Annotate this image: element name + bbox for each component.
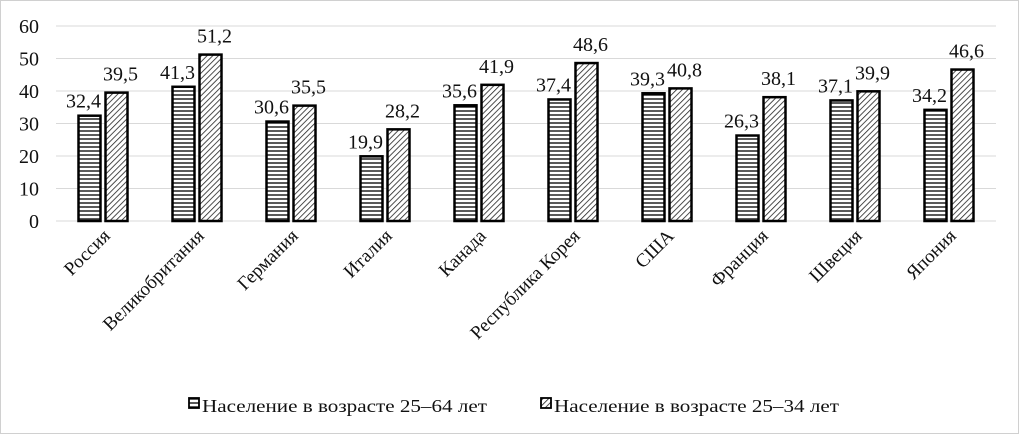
x-tick-label: Италия (340, 226, 397, 283)
data-label: 39,9 (855, 62, 890, 84)
bar-series-2 (950, 68, 975, 223)
data-label: 35,6 (442, 80, 477, 102)
data-label: 34,2 (912, 85, 947, 107)
data-label: 19,9 (348, 131, 383, 153)
bar-series-2 (574, 61, 599, 223)
x-tick-label: Германия (234, 226, 303, 295)
data-label: 37,4 (536, 74, 571, 96)
legend-label-1: Население в возрасте 25–64 лет (202, 396, 487, 416)
x-tick-label: Россия (60, 226, 115, 281)
bar-series-1 (735, 134, 760, 223)
data-label: 30,6 (254, 97, 289, 119)
bar-series-1 (77, 114, 102, 223)
bar-series-1 (359, 155, 384, 223)
bar-series-2 (104, 91, 129, 223)
data-label: 26,3 (724, 111, 759, 133)
bar-series-1 (547, 98, 572, 223)
data-label: 41,9 (479, 56, 514, 78)
bar-series-1 (923, 108, 948, 223)
x-tick-label: Великобритания (99, 226, 209, 336)
data-label: 28,2 (385, 100, 420, 122)
data-label: 40,8 (667, 59, 702, 81)
bar-series-2 (198, 53, 223, 223)
data-label: 37,1 (818, 75, 853, 97)
bar-series-1 (829, 99, 854, 223)
y-tick-label: 40 (19, 81, 39, 103)
bar-series-2 (480, 83, 505, 223)
bar-series-2 (856, 90, 881, 223)
data-label: 35,5 (291, 77, 326, 99)
x-tick-label: Канада (435, 225, 491, 281)
y-tick-label: 20 (19, 146, 39, 168)
legend-swatch-1 (188, 397, 200, 409)
bar-series-2 (762, 95, 787, 223)
y-tick-label: 30 (19, 114, 39, 136)
bar-series-1 (453, 104, 478, 223)
y-tick-label: 60 (19, 16, 39, 38)
x-tick-label: Франция (707, 226, 773, 292)
bar-series-2 (386, 128, 411, 223)
y-tick-label: 0 (29, 211, 39, 233)
bar-series-1 (265, 120, 290, 223)
data-label: 39,5 (103, 64, 138, 86)
y-tick-label: 10 (19, 179, 39, 201)
bar-series-1 (641, 92, 666, 223)
legend-swatch-2 (540, 397, 552, 409)
x-tick-label: Япония (902, 226, 960, 284)
x-tick-label: Швеция (805, 226, 866, 287)
data-label: 32,4 (66, 91, 101, 113)
bar-series-2 (292, 104, 317, 223)
data-label: 39,3 (630, 68, 665, 90)
bar-series-2 (668, 87, 693, 223)
data-label: 38,1 (761, 68, 796, 90)
x-tick-label: США (631, 225, 678, 272)
data-label: 51,2 (197, 26, 232, 48)
data-label: 48,6 (573, 34, 608, 56)
data-label: 41,3 (160, 62, 195, 84)
y-tick-label: 50 (19, 49, 39, 71)
legend-label-2: Население в возрасте 25–34 лет (554, 396, 839, 416)
data-label: 46,6 (949, 41, 984, 63)
bar-series-1 (171, 85, 196, 223)
